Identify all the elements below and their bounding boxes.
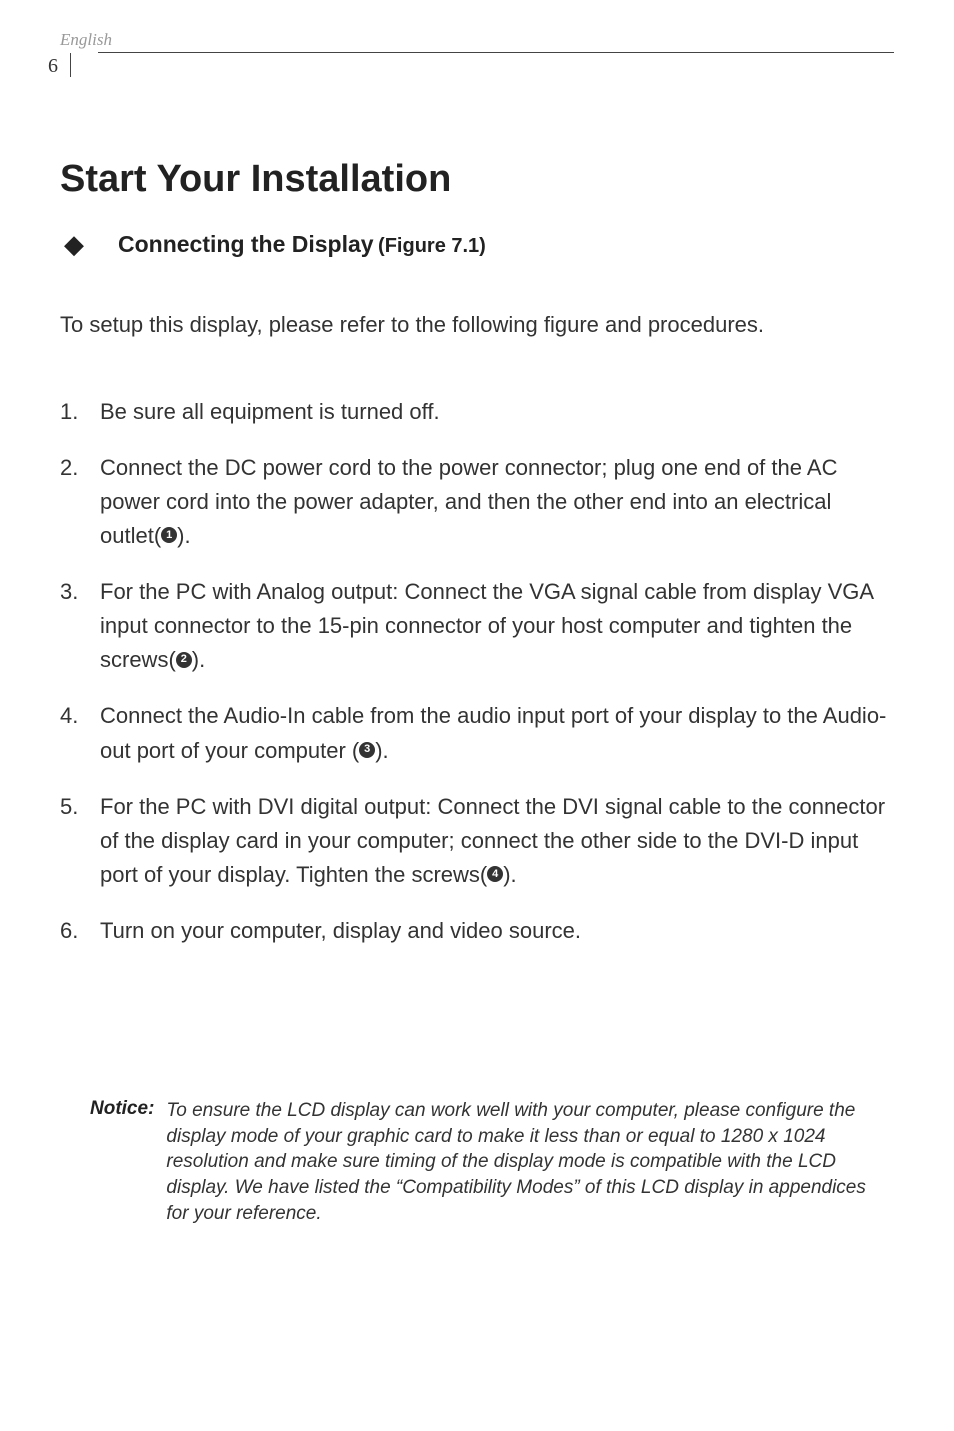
notice-block: Notice: To ensure the LCD display can wo… — [90, 1098, 884, 1226]
step-text-post: ). — [375, 738, 388, 763]
step-text: Be sure all equipment is turned off. — [100, 399, 440, 424]
step-text-post: ). — [503, 862, 516, 887]
list-item: Turn on your computer, display and video… — [60, 914, 894, 948]
page-title: Start Your Installation — [60, 158, 894, 201]
step-text-post: ). — [177, 523, 190, 548]
step-text: Turn on your computer, display and video… — [100, 918, 581, 943]
circled-number-icon: 3 — [359, 742, 375, 758]
circled-number-icon: 2 — [176, 652, 192, 668]
list-item: For the PC with DVI digital output: Conn… — [60, 790, 894, 892]
header-vertical-divider — [70, 53, 71, 77]
step-text: Connect the DC power cord to the power c… — [100, 455, 837, 548]
subsection-heading: ◆ Connecting the Display (Figure 7.1) — [64, 229, 894, 260]
page-number: 6 — [40, 55, 70, 78]
list-item: Connect the DC power cord to the power c… — [60, 451, 894, 553]
circled-number-icon: 1 — [161, 527, 177, 543]
list-item: Connect the Audio-In cable from the audi… — [60, 699, 894, 767]
notice-label: Notice: — [90, 1098, 154, 1226]
document-page: English 6 Start Your Installation ◆ Conn… — [0, 0, 954, 1431]
subsection-title: Connecting the Display — [118, 231, 374, 257]
list-item: Be sure all equipment is turned off. — [60, 395, 894, 429]
page-content: Start Your Installation ◆ Connecting the… — [60, 158, 894, 1226]
step-text: Connect the Audio-In cable from the audi… — [100, 703, 886, 762]
step-text: For the PC with Analog output: Connect t… — [100, 579, 873, 672]
intro-paragraph: To setup this display, please refer to t… — [60, 310, 894, 341]
steps-list: Be sure all equipment is turned off. Con… — [60, 395, 894, 948]
subsection-figure-ref: (Figure 7.1) — [378, 235, 486, 257]
notice-text: To ensure the LCD display can work well … — [166, 1098, 884, 1226]
page-number-row: 6 — [40, 53, 894, 78]
list-item: For the PC with Analog output: Connect t… — [60, 575, 894, 677]
circled-number-icon: 4 — [487, 866, 503, 882]
subsection-title-wrap: Connecting the Display (Figure 7.1) — [118, 231, 486, 258]
page-header: English 6 — [40, 30, 894, 78]
diamond-bullet-icon: ◆ — [64, 229, 84, 260]
language-label: English — [60, 30, 894, 50]
step-text-post: ). — [192, 647, 205, 672]
figure-ref-text: (Figure 7.1) — [378, 235, 486, 257]
